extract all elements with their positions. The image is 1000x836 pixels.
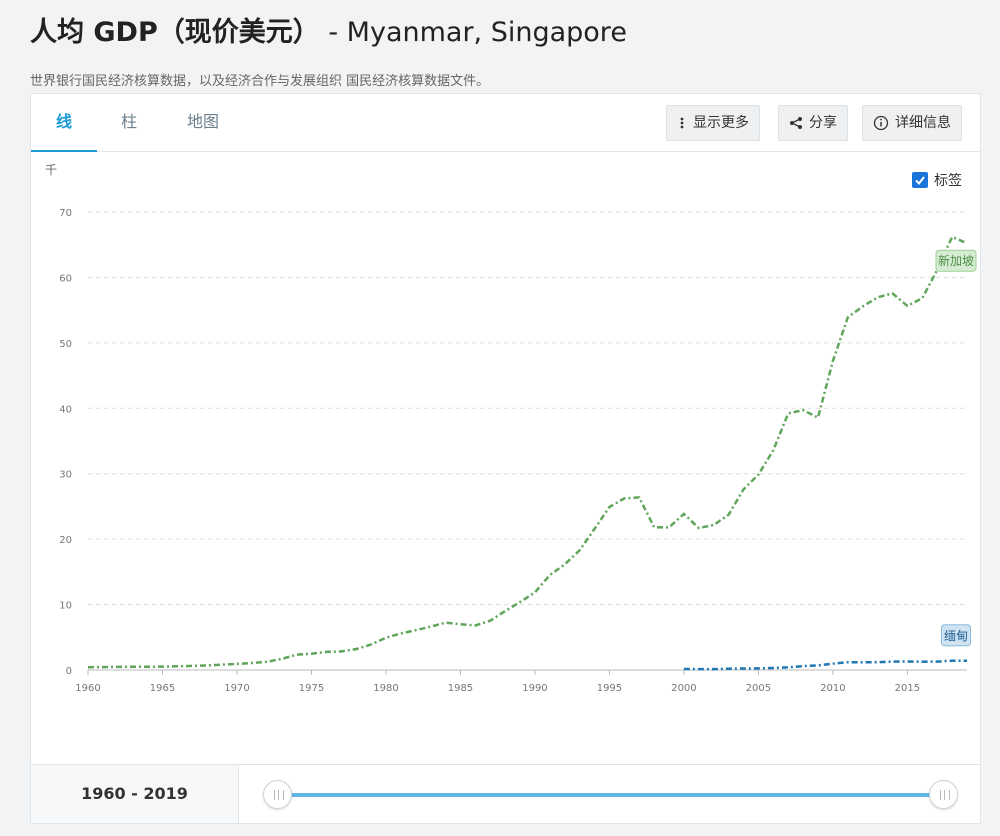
x-tick-label: 2010 [820, 683, 845, 694]
share-label: 分享 [809, 115, 837, 131]
labels-toggle[interactable]: 标签 [912, 170, 962, 190]
labels-checkbox[interactable] [912, 172, 928, 188]
y-tick-label: 10 [59, 601, 72, 612]
x-tick-label: 1975 [299, 683, 324, 694]
y-tick-label: 70 [59, 208, 72, 219]
page-title: 人均 GDP（现价美元） - Myanmar, Singapore [30, 10, 627, 49]
tab-bar-chart[interactable]: 柱 [120, 112, 137, 131]
y-tick-label: 20 [59, 535, 72, 546]
year-range-slider-track[interactable] [277, 793, 945, 797]
page-subtitle: 世界银行国民经济核算数据，以及经济合作与发展组织 国民经济核算数据文件。 [30, 74, 490, 89]
series-end-label: 新加坡 [938, 253, 974, 268]
x-tick-label: 1980 [373, 683, 398, 694]
y-tick-label: 0 [66, 666, 72, 677]
y-axis-unit-label: 千 [45, 163, 57, 177]
x-tick-label: 1970 [224, 683, 249, 694]
x-tick-label: 1960 [75, 683, 100, 694]
line-chart: 千 0 10 20 30 40 50 60 70 1960 1965 1970 1975 1980 1985… [45, 163, 977, 694]
share-icon [790, 117, 802, 129]
x-tick-label: 1995 [597, 683, 622, 694]
y-tick-label: 50 [59, 339, 72, 350]
x-tick-label: 2015 [895, 683, 920, 694]
range-start-handle[interactable] [263, 780, 292, 809]
share-button[interactable]: 分享 [778, 105, 848, 141]
show-more-label: 显示更多 [693, 115, 749, 131]
year-range-label: 1960 - 2019 [31, 765, 239, 823]
tab-bar: 线 柱 地图 显示更多 分享 详细信息 [31, 94, 980, 152]
series-end-label-box [935, 249, 977, 272]
checkmark-icon [915, 176, 925, 186]
x-tick-label: 2005 [746, 683, 771, 694]
labels-toggle-label: 标签 [934, 173, 962, 189]
series-end-label: 缅甸 [944, 629, 968, 643]
y-tick-label: 30 [59, 470, 72, 481]
title-countries: - Myanmar, Singapore [319, 17, 627, 48]
details-label: 详细信息 [895, 115, 951, 131]
time-range-footer: 1960 - 2019 [31, 764, 980, 823]
x-tick-label: 1990 [522, 683, 547, 694]
title-indicator: 人均 GDP（现价美元） [30, 17, 320, 48]
range-end-handle[interactable] [929, 780, 958, 809]
chart-card: 线 柱 地图 显示更多 分享 详细信息 标签 千 0 10 20 30 40 50 60 70 1… [30, 93, 981, 824]
x-tick-label: 2000 [671, 683, 696, 694]
info-icon [873, 115, 889, 131]
series-line-myanmar [683, 659, 968, 671]
tab-map[interactable]: 地图 [186, 112, 219, 131]
series-line-singapore [87, 235, 968, 669]
x-tick-label: 1965 [150, 683, 175, 694]
more-vertical-icon [680, 117, 684, 129]
series-end-label-box [941, 624, 971, 647]
y-tick-label: 60 [59, 273, 72, 284]
details-button[interactable]: 详细信息 [862, 105, 962, 141]
chart-area: 标签 千 0 10 20 30 40 50 60 70 1960 1965 1970 1975 1980 1… [31, 152, 980, 764]
x-tick-label: 1985 [448, 683, 473, 694]
show-more-button[interactable]: 显示更多 [666, 105, 760, 141]
tab-line[interactable]: 线 [31, 94, 97, 152]
y-tick-label: 40 [59, 404, 72, 415]
